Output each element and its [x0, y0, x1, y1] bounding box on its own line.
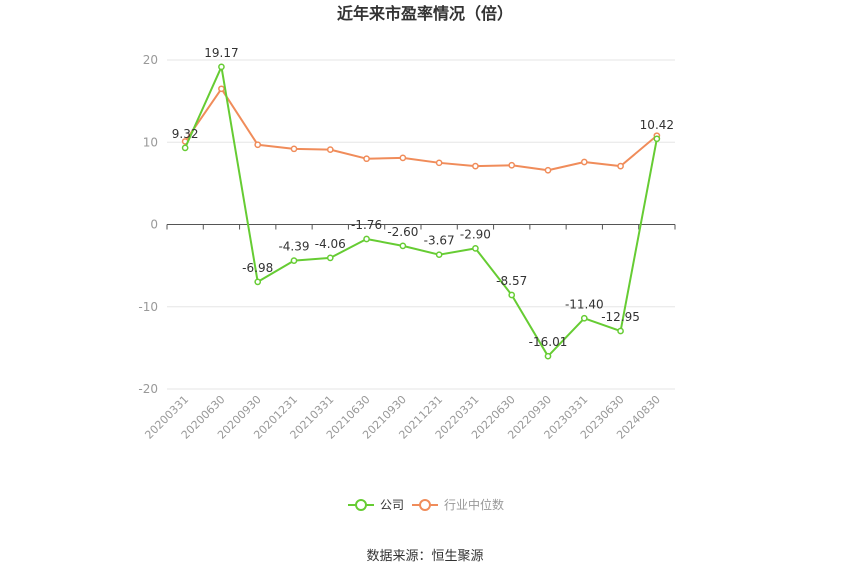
- y-tick-label: -10: [138, 300, 158, 314]
- data-label: -4.06: [315, 237, 346, 251]
- data-point: [435, 251, 443, 259]
- data-point: [363, 235, 370, 243]
- y-tick-label: 20: [143, 53, 158, 67]
- data-label: -11.40: [565, 297, 604, 311]
- series-line-1: [184, 87, 658, 172]
- data-label: 10.42: [640, 118, 674, 132]
- series-line-0: [184, 65, 658, 358]
- grid: [167, 59, 675, 390]
- data-point: [508, 161, 516, 169]
- data-label: -12.95: [601, 310, 640, 324]
- data-label: -4.39: [278, 240, 309, 254]
- data-point: [399, 242, 407, 250]
- data-label: -2.60: [387, 225, 418, 239]
- data-point: [617, 327, 624, 335]
- data-point: [218, 63, 225, 71]
- data-point: [290, 257, 298, 264]
- data-point: [399, 154, 407, 162]
- legend-marker: [355, 499, 367, 511]
- data-point: [544, 166, 552, 174]
- data-point: [326, 146, 334, 154]
- y-tick-label: -20: [138, 382, 158, 396]
- series-layer: [181, 63, 661, 360]
- source-text: 数据来源：恒生聚源: [366, 549, 483, 564]
- y-tick-label: 0: [150, 218, 158, 232]
- data-point: [544, 352, 552, 360]
- data-point: [508, 291, 516, 299]
- data-label: -1.76: [351, 218, 382, 232]
- data-point: [580, 314, 588, 322]
- legend-label: 行业中位数: [444, 497, 504, 512]
- data-point: [580, 158, 588, 166]
- data-label: -3.67: [424, 234, 455, 248]
- data-point: [653, 135, 661, 143]
- data-point: [326, 254, 334, 262]
- y-tick-label: 10: [143, 135, 158, 149]
- data-label: -2.90: [460, 227, 491, 241]
- data-label: -8.57: [496, 274, 527, 288]
- data-point: [254, 141, 262, 149]
- legend-label: 公司: [380, 498, 404, 512]
- data-point: [617, 162, 624, 170]
- data-point: [218, 85, 225, 93]
- legend: 公司 行业中位数: [348, 497, 504, 512]
- data-point: [363, 155, 370, 163]
- chart-title: 近年来市盈率情况（倍）: [337, 4, 513, 23]
- data-point: [472, 162, 479, 170]
- data-label: 9.32: [172, 127, 199, 141]
- data-label: -6.98: [242, 261, 273, 275]
- data-label: 19.17: [204, 46, 238, 60]
- data-label: -16.01: [529, 335, 568, 349]
- data-point: [181, 144, 189, 152]
- data-point: [472, 245, 479, 252]
- data-point: [254, 278, 262, 286]
- data-point: [435, 159, 443, 167]
- data-point: [290, 145, 298, 153]
- legend-marker: [419, 499, 431, 511]
